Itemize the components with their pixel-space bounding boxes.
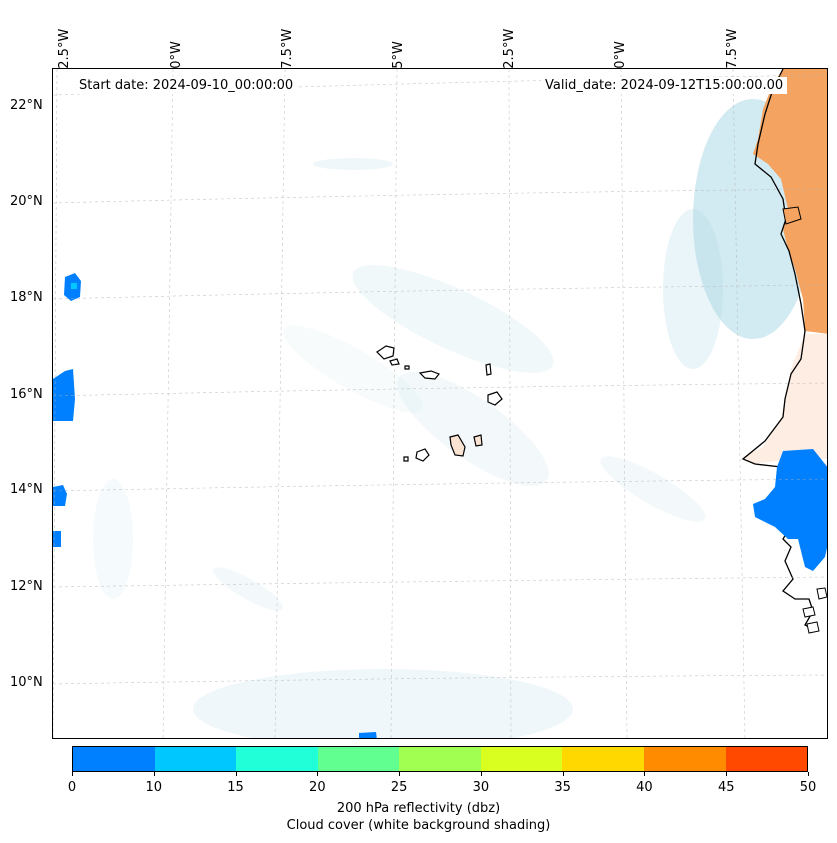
map-canvas [53, 69, 827, 738]
cloud-region [397, 371, 549, 487]
parallel-12n [53, 576, 827, 588]
lat-label-16n: 16°N [10, 387, 43, 402]
reflectivity-cell [359, 732, 377, 738]
colorbar-tick-label: 45 [717, 780, 735, 795]
island-santo-antao [376, 345, 395, 360]
lat-label-10n: 10°N [10, 675, 43, 690]
lat-label-18n: 18°N [10, 290, 43, 305]
reflectivity-cells [53, 273, 827, 738]
reflectivity-cell [53, 369, 75, 421]
colorbar-tick-label: 40 [636, 780, 653, 795]
colorbar-tickmark [153, 772, 155, 776]
island-brava [403, 456, 409, 462]
small-island [816, 587, 827, 600]
meridian-20w [620, 69, 628, 738]
cloud-region [283, 325, 423, 413]
cloud-region [193, 669, 573, 738]
colorbar-tick-label: 35 [554, 780, 571, 795]
island-maio [473, 434, 483, 447]
meridian-17-5w [732, 69, 746, 738]
cloud-region [600, 456, 706, 522]
start-date-label: Start date: 2024-09-10_00:00:00 [75, 77, 298, 94]
colorbar-label-line1: 200 hPa reflectivity (dbz) [336, 801, 501, 816]
colorbar-segment [562, 747, 644, 771]
reflectivity-cell [53, 485, 67, 506]
colorbar-tick-label: 0 [67, 780, 77, 795]
island-fogo [415, 448, 430, 462]
island-santiago [449, 434, 466, 457]
colorbar-tickmark [235, 772, 237, 776]
colorbar-segment [643, 747, 726, 771]
colorbar [72, 746, 808, 772]
colorbar-tickmark [72, 772, 73, 776]
reflectivity-cell-core [71, 283, 77, 289]
colorbar-tickmark [317, 772, 319, 776]
colorbar-tickmark [562, 772, 564, 776]
cloud-region [213, 567, 283, 611]
colorbar-segment [236, 747, 318, 771]
meridian-32-5w [53, 69, 58, 738]
colorbar-tickmark [808, 772, 809, 776]
colorbar-label-line2: Cloud cover (white background shading) [286, 818, 551, 833]
colorbar-tick-label: 15 [227, 780, 244, 795]
island-sal [485, 363, 492, 376]
island-sao-nicolau [418, 370, 440, 380]
small-island [806, 621, 820, 634]
colorbar-tick-label: 20 [309, 780, 326, 795]
map-panel: Start date: 2024-09-10_00:00:00 Valid_da… [52, 68, 828, 739]
reflectivity-cell-coastal [753, 449, 827, 571]
colorbar-segment [73, 747, 155, 771]
colorbar-segment [480, 747, 563, 771]
meridian-30w [162, 69, 174, 738]
colorbar-tick-label: 25 [390, 780, 408, 795]
parallel-14n [53, 478, 827, 492]
colorbar-segment [154, 747, 237, 771]
lat-label-20n: 20°N [10, 194, 43, 209]
parallel-20n [53, 188, 827, 204]
colorbar-tick-label: 30 [472, 780, 490, 795]
island-santa-luzia [404, 365, 410, 370]
lat-label-22n: 22°N [10, 98, 43, 113]
cloud-region [352, 265, 554, 373]
africa-land-north [753, 69, 827, 334]
cloud-region [663, 209, 723, 369]
meridian-25w [390, 69, 398, 738]
lat-label-12n: 12°N [10, 579, 43, 594]
colorbar-segment [317, 747, 400, 771]
lat-label-14n: 14°N [10, 482, 43, 497]
reflectivity-cell [53, 531, 61, 547]
colorbar-tickmark [480, 772, 482, 776]
cloud-shading [93, 99, 813, 738]
small-island [802, 606, 816, 618]
colorbar-tickmark [644, 772, 646, 776]
meridian-22-5w [508, 69, 512, 738]
colorbar-tick-label: 10 [145, 780, 163, 795]
colorbar-segment [725, 747, 808, 771]
colorbar-segment [399, 747, 481, 771]
cape-verde-islands [376, 345, 503, 462]
island-boa-vista [487, 391, 503, 406]
africa-coastline [741, 69, 814, 630]
meridian-27-5w [274, 69, 286, 738]
colorbar-tick-label: 50 [799, 780, 817, 795]
cloud-region [93, 479, 133, 599]
valid-date-label: Valid_date: 2024-09-12T15:00:00.00 [541, 77, 788, 94]
cloud-region [313, 158, 393, 170]
colorbar-tickmark [726, 772, 728, 776]
parallel-16n [53, 382, 827, 397]
colorbar-tickmark [399, 772, 401, 776]
parallel-18n [53, 284, 827, 300]
bijagos-islands [802, 587, 827, 634]
coast-notch [782, 206, 802, 225]
